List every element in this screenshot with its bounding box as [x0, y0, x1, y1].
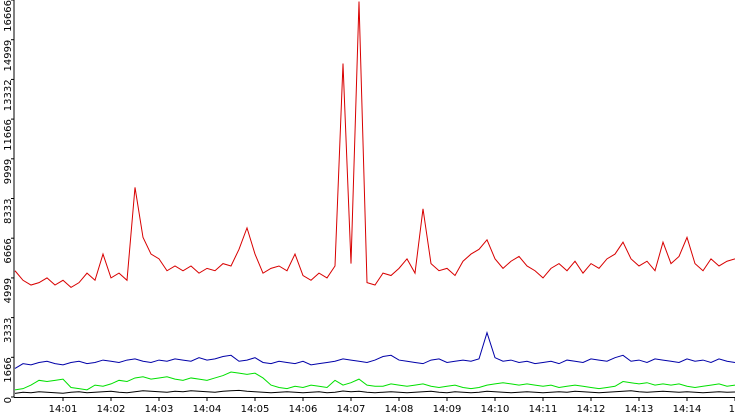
series-line [14, 331, 735, 369]
series-line [14, 371, 735, 391]
y-tick-label: 14999 [3, 40, 14, 72]
x-tick-label: 14:07 [337, 404, 366, 415]
y-tick-label: 16666 [3, 0, 14, 32]
x-tick-label: 14:03 [145, 404, 174, 415]
y-tick-label: 6666 [3, 238, 14, 263]
x-tick-label: 14:02 [97, 404, 126, 415]
x-tick-label: 14:09 [433, 404, 462, 415]
x-tick-label: 14:10 [481, 404, 510, 415]
x-tick-label: 14:05 [241, 404, 270, 415]
y-tick-label: 8333 [3, 199, 14, 224]
x-tick-label: 14:13 [625, 404, 654, 415]
y-tick-label: 4999 [3, 278, 14, 303]
y-tick-label: 13332 [3, 79, 14, 111]
x-tick-label: 14 [729, 404, 735, 415]
series-line [14, 1, 735, 289]
y-tick-label: 3333 [3, 318, 14, 343]
x-tick-label: 14:01 [49, 404, 78, 415]
y-tick-label: 0 [3, 397, 14, 403]
y-tick-label: 1666 [3, 357, 14, 382]
y-tick-label: 9999 [3, 159, 14, 184]
x-tick-label: 14:06 [289, 404, 318, 415]
x-tick-label: 14:14 [673, 404, 702, 415]
x-tick-label: 14:12 [577, 404, 606, 415]
y-tick-label: 11666 [3, 119, 14, 151]
x-tick-label: 14:11 [529, 404, 558, 415]
series-line [14, 389, 735, 394]
x-tick-label: 14:04 [193, 404, 222, 415]
x-tick-label: 14:08 [385, 404, 414, 415]
